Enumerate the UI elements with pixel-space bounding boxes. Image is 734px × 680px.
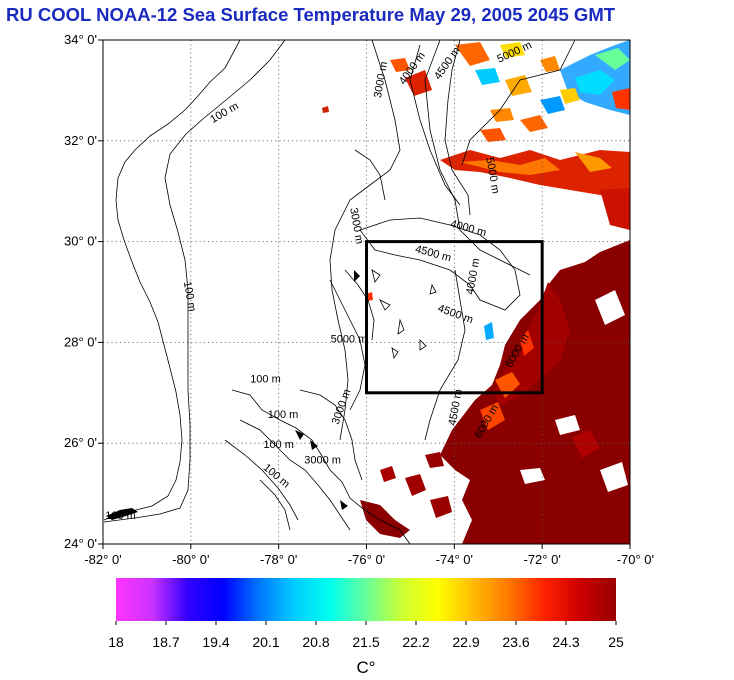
bathymetry-contours <box>103 40 576 544</box>
colorbar-title: C° <box>356 658 375 677</box>
lon-tick-label: -78° 0' <box>260 552 297 567</box>
latitude-labels: 34° 0' 32° 0' 30° 0' 28° 0' 26° 0' 24° 0' <box>64 32 103 551</box>
contour-label: 3000 m <box>304 454 341 466</box>
lat-tick-label: 28° 0' <box>64 334 97 349</box>
contour-label: 4500 m <box>432 45 463 82</box>
contour-label: 3000 m <box>347 207 365 245</box>
colorbar-tick-label: 21.5 <box>352 634 379 650</box>
lon-tick-label: -70° 0' <box>617 552 654 567</box>
colorbar-gradient <box>116 578 616 621</box>
colorbar-tick-label: 18 <box>108 634 124 650</box>
lon-tick-label: -74° 0' <box>436 552 473 567</box>
colorbar-tick-label: 20.1 <box>252 634 279 650</box>
lat-tick-label: 24° 0' <box>64 536 97 551</box>
study-area-box <box>365 240 544 395</box>
contour-label: 100 m <box>263 439 294 451</box>
colorbar-tick-label: 25 <box>608 634 624 650</box>
contour-label: 100 m <box>105 510 136 522</box>
contour-label: 100 m <box>208 100 240 126</box>
contour-label: 3000 m <box>372 61 390 99</box>
colorbar-ticks: 18 18.7 19.4 20.1 20.8 21.5 22.2 22.9 23.6 24.3 25 <box>108 621 624 650</box>
contour-label: 3000 m <box>330 388 354 427</box>
lat-tick-label: 30° 0' <box>64 234 97 249</box>
land-islands <box>106 270 360 520</box>
colorbar-tick-label: 19.4 <box>202 634 229 650</box>
colorbar-tick-label: 23.6 <box>502 634 529 650</box>
contour-label: 4000 m <box>464 257 482 295</box>
lat-tick-label: 32° 0' <box>64 133 97 148</box>
lon-tick-label: -72° 0' <box>524 552 561 567</box>
lon-tick-label: -82° 0' <box>84 552 121 567</box>
contour-label: 100 m <box>181 280 198 312</box>
lat-tick-label: 34° 0' <box>64 32 97 47</box>
contour-label: 4500 m <box>414 243 453 264</box>
contour-label: 100 m <box>268 409 299 421</box>
colorbar-tick-label: 24.3 <box>552 634 579 650</box>
colorbar-tick-label: 22.9 <box>452 634 479 650</box>
lon-tick-label: -80° 0' <box>172 552 209 567</box>
colorbar-tick-label: 18.7 <box>152 634 179 650</box>
contour-label: 4000 m <box>449 218 488 239</box>
contour-label: 4500 m <box>436 302 475 326</box>
colorbar: 18 18.7 19.4 20.1 20.8 21.5 22.2 22.9 23.6 24.3 25… <box>108 578 624 677</box>
longitude-labels: -82° 0' -80° 0' -78° 0' -76° 0' -74° 0' -72° … <box>84 544 654 567</box>
contour-label: 100 m <box>250 374 281 386</box>
colorbar-tick-label: 20.8 <box>302 634 329 650</box>
map-title: RU COOL NOAA-12 Sea Surface Temperature … <box>6 4 616 25</box>
contour-label: 5000 m <box>331 333 368 345</box>
lat-tick-label: 26° 0' <box>64 435 97 450</box>
lon-tick-label: -76° 0' <box>348 552 385 567</box>
colorbar-tick-label: 22.2 <box>402 634 429 650</box>
